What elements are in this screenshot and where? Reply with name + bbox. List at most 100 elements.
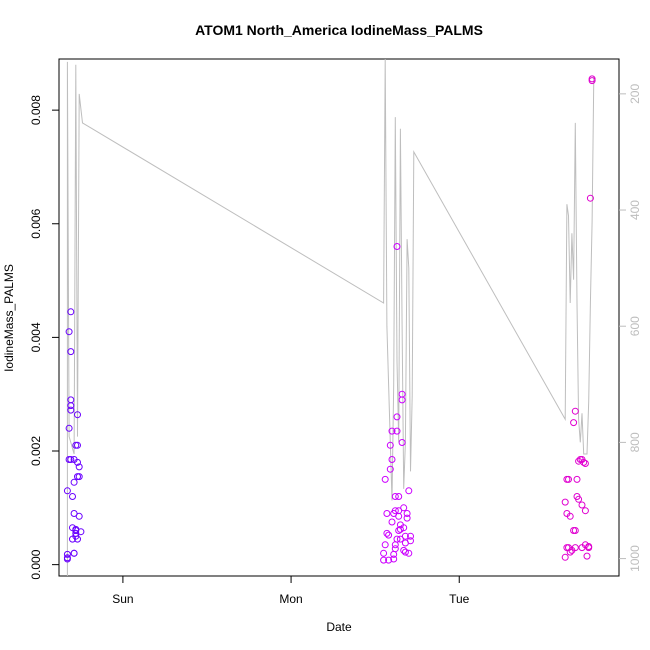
y2-tick-label: 400 [628, 200, 642, 220]
data-point [401, 548, 409, 556]
data-point [396, 535, 404, 543]
y-tick-label: 0.008 [29, 95, 43, 125]
data-point [67, 348, 75, 356]
data-point [583, 552, 591, 560]
data-point [400, 524, 408, 532]
data-point [388, 518, 396, 526]
data-point [401, 532, 409, 540]
plot-layer [63, 59, 596, 576]
data-point [566, 548, 574, 556]
data-point [386, 441, 394, 449]
y-axis-label: IodineMass_PALMS [2, 264, 16, 372]
data-point [393, 427, 401, 435]
data-point [573, 475, 581, 483]
data-point [578, 501, 586, 509]
y-tick-label: 0.002 [29, 436, 43, 466]
data-point [385, 531, 393, 539]
data-point [75, 512, 83, 520]
data-point [398, 439, 406, 446]
data-point [400, 546, 408, 554]
data-point [383, 529, 391, 537]
data-point [561, 498, 569, 506]
data-point [580, 458, 588, 466]
data-point [581, 460, 589, 467]
altitude-line [66, 59, 595, 576]
data-point [571, 407, 579, 415]
data-point [391, 507, 399, 515]
data-point [70, 478, 78, 486]
data-point [385, 556, 393, 564]
data-point [405, 487, 413, 495]
data-point [561, 553, 569, 561]
x-axis-label: Date [326, 620, 352, 634]
y2-tick-label: 1000 [628, 545, 642, 572]
data-point [380, 556, 388, 564]
data-point [571, 544, 579, 552]
data-point [67, 308, 75, 316]
data-point [65, 328, 73, 336]
data-point [575, 457, 583, 465]
y2-tick-label: 800 [628, 432, 642, 452]
data-point [388, 427, 396, 435]
data-point [74, 535, 81, 543]
data-point [566, 512, 574, 520]
x-tick-label: Tue [449, 592, 470, 606]
data-point [391, 545, 399, 553]
data-point [74, 458, 81, 466]
data-point [570, 419, 578, 427]
data-point [67, 402, 75, 410]
data-point [70, 549, 78, 557]
data-point [63, 554, 71, 562]
y-tick-label: 0.004 [29, 322, 43, 352]
data-point [391, 541, 399, 549]
data-point [386, 465, 394, 473]
y2-tick-label: 600 [628, 316, 642, 336]
data-point [407, 537, 414, 545]
x-tick-label: Mon [279, 592, 302, 606]
data-point [391, 493, 399, 500]
data-point [575, 495, 583, 503]
data-point [407, 532, 414, 540]
data-point [571, 527, 579, 534]
data-point [588, 77, 596, 85]
data-point [65, 424, 73, 432]
data-point [74, 411, 81, 419]
data-point [585, 544, 593, 552]
data-point [393, 535, 401, 543]
chart-title: ATOM1 North_America IodineMass_PALMS [195, 22, 483, 38]
data-point [581, 507, 589, 515]
data-point [403, 514, 411, 522]
data-point [388, 456, 396, 463]
y2-tick-label: 200 [628, 84, 642, 104]
data-point [63, 550, 71, 558]
data-point [400, 504, 408, 512]
data-point [67, 456, 75, 463]
data-point [69, 493, 76, 500]
data-point [390, 555, 398, 563]
data-point [74, 441, 81, 449]
x-tick-label: Sun [112, 592, 133, 606]
axes: Sun Mon Tue 0.000 0.002 0.004 0.006 0.008 200 400… [29, 84, 642, 606]
data-point [398, 390, 406, 398]
data-point [396, 525, 404, 533]
data-point [565, 475, 572, 483]
data-point [405, 549, 413, 557]
data-point [75, 463, 83, 471]
data-point [586, 194, 594, 202]
data-point [381, 541, 389, 549]
data-point [395, 512, 403, 520]
y-tick-label: 0.006 [29, 208, 43, 238]
data-point [75, 473, 83, 481]
data-point [393, 413, 401, 421]
plot-border [58, 58, 620, 577]
data-point [67, 406, 75, 414]
data-point [398, 396, 406, 404]
data-point [63, 487, 71, 495]
data-point [403, 510, 411, 517]
data-point [395, 493, 403, 500]
data-point [381, 475, 389, 483]
data-point [380, 549, 388, 557]
data-point [393, 243, 401, 250]
data-point [77, 528, 85, 536]
